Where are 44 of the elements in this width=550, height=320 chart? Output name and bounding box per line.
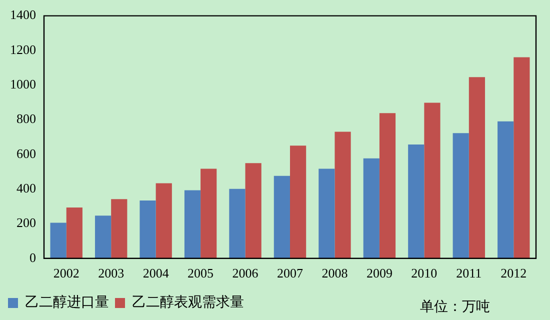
bar — [424, 102, 440, 258]
x-tick-label: 2007 — [277, 266, 304, 281]
bar — [140, 200, 156, 258]
x-tick-label: 2006 — [232, 266, 259, 281]
bar — [50, 222, 66, 258]
bar — [94, 216, 112, 258]
bar — [200, 168, 217, 258]
x-tick-label: 2005 — [188, 266, 214, 281]
x-tick-label: 2008 — [322, 266, 348, 281]
legend-label: 乙二醇进口量 — [25, 294, 109, 311]
x-tick-label: 2009 — [366, 266, 392, 281]
x-tick-label: 2010 — [411, 266, 438, 281]
bar — [379, 113, 396, 258]
y-tick-label: 400 — [16, 180, 36, 196]
bar — [156, 183, 172, 258]
bar — [334, 132, 351, 258]
bar — [468, 77, 486, 258]
y-tick-label: 0 — [30, 250, 36, 265]
bar — [66, 207, 82, 258]
bar — [318, 168, 335, 258]
bar — [184, 190, 201, 258]
x-tick-label: 2004 — [142, 266, 170, 281]
y-tick-label: 1000 — [10, 76, 36, 92]
x-tick-label: 2011 — [456, 266, 482, 281]
x-tick-label: 2003 — [98, 266, 124, 281]
bar — [229, 188, 246, 258]
bar — [245, 163, 262, 258]
y-tick-label: 200 — [16, 215, 36, 230]
bar — [452, 133, 469, 258]
y-tick-label: 1200 — [10, 42, 36, 57]
x-tick-label: 2012 — [500, 266, 527, 281]
bar — [111, 199, 128, 258]
bar — [514, 57, 530, 258]
legend-label: 乙二醇表观需求量 — [132, 294, 244, 311]
bar — [363, 158, 380, 258]
y-tick-label: 600 — [16, 146, 36, 161]
x-tick-label: 2002 — [53, 266, 80, 281]
bar — [498, 121, 514, 258]
bar — [408, 144, 424, 258]
y-tick-label: 800 — [16, 111, 36, 126]
bar — [274, 176, 290, 258]
text: 单位：万吨 — [420, 298, 490, 316]
bar — [290, 146, 306, 258]
y-tick-label: 1400 — [10, 7, 36, 22]
